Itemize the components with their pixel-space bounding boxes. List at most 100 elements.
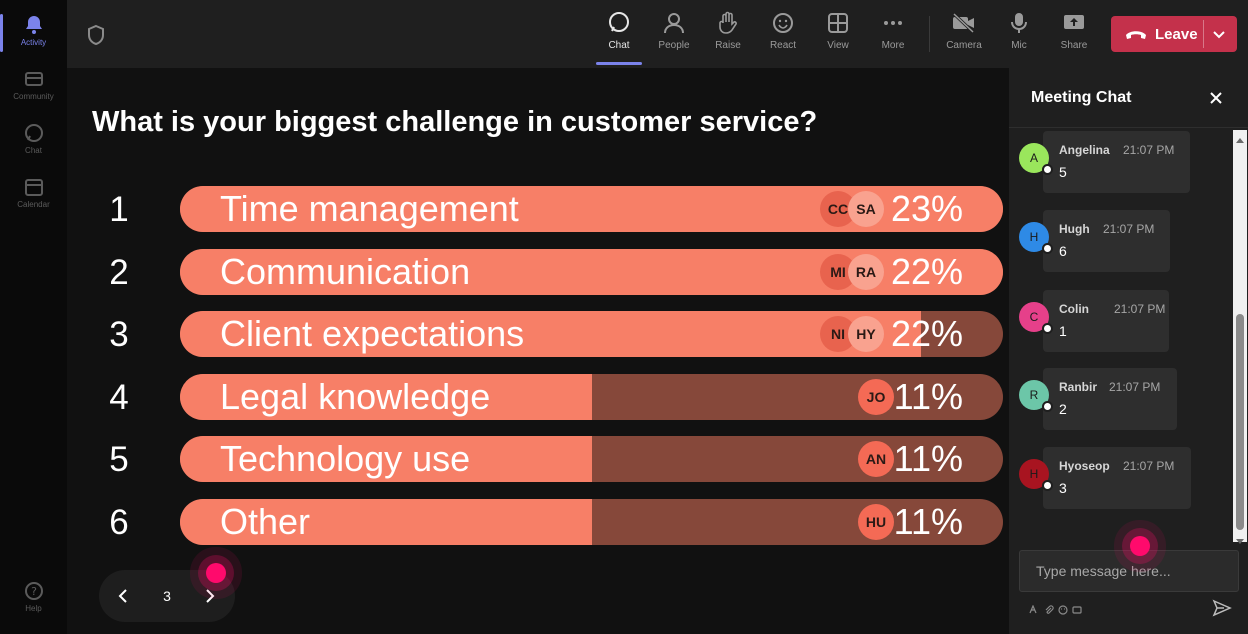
option-bar[interactable]: Technology use AN 11% — [180, 436, 1003, 482]
view-button-label: View — [827, 40, 849, 51]
leave-button-divider — [1203, 20, 1204, 48]
message-bubble[interactable]: Hyoseop 21:07 PM 3 — [1043, 447, 1191, 509]
svg-text:?: ? — [31, 585, 37, 598]
presence-status-icon — [1042, 243, 1053, 254]
leave-button[interactable]: Leave — [1111, 16, 1237, 52]
message-bubble[interactable]: Colin 21:07 PM 1 — [1043, 290, 1169, 352]
message-bubble[interactable]: Ranbir 21:07 PM 2 — [1043, 368, 1177, 430]
message-text: 6 — [1059, 243, 1067, 259]
voter-avatar: HU — [858, 504, 894, 540]
people-button-label: People — [658, 40, 690, 51]
more-button[interactable]: More — [868, 10, 918, 60]
option-number: 6 — [109, 503, 129, 542]
presence-status-icon — [1042, 323, 1053, 334]
poll-option-row: 3 Client expectations NI HY 22% — [67, 311, 1009, 357]
more-button-label: More — [881, 40, 905, 51]
rail-item-activity[interactable]: Activity — [0, 6, 67, 58]
chat-scrollbar[interactable] — [1233, 130, 1247, 544]
calendar-icon — [23, 176, 45, 198]
message-compose-box — [1019, 550, 1239, 592]
rail-item-calendar[interactable]: Calendar — [0, 168, 67, 220]
send-icon[interactable] — [1212, 598, 1232, 618]
scrollbar-thumb[interactable] — [1236, 314, 1244, 530]
react-button[interactable]: React — [758, 10, 808, 60]
option-bar[interactable]: Communication MI RA 22% — [180, 249, 1003, 295]
people-button[interactable]: People — [649, 10, 699, 60]
grid-view-icon — [825, 10, 851, 36]
format-icon[interactable] — [1029, 602, 1039, 614]
help-icon: ? — [23, 580, 45, 602]
leave-button-label: Leave — [1155, 25, 1198, 43]
option-bar[interactable]: Legal knowledge JO 11% — [180, 374, 1003, 420]
chat-button-label: Chat — [608, 40, 630, 51]
rail-label: Calendar — [17, 200, 50, 209]
rail-label: Community — [13, 92, 54, 101]
sender-name: Ranbir — [1059, 380, 1098, 394]
react-button-label: React — [769, 40, 797, 51]
option-bar[interactable]: Other HU 11% — [180, 499, 1003, 545]
poll-option-row: 1 Time management CC SA 23% — [67, 186, 1009, 232]
mic-button-label: Mic — [1011, 40, 1027, 51]
meeting-toolbar: Chat People Raise React View — [67, 0, 1248, 68]
raise-hand-label: Raise — [715, 40, 741, 51]
active-tab-indicator — [596, 62, 642, 65]
message-timestamp: 21:07 PM — [1103, 222, 1155, 236]
share-button-label: Share — [1060, 40, 1088, 51]
chat-bubble-icon — [606, 10, 632, 36]
option-number: 5 — [109, 440, 129, 479]
rail-item-community[interactable]: Community — [0, 60, 67, 112]
message-input[interactable] — [1020, 551, 1238, 591]
raise-hand-button[interactable]: Raise — [703, 10, 753, 60]
emoji-icon[interactable] — [1058, 602, 1068, 615]
option-bar-fill — [180, 436, 592, 482]
sender-name: Colin — [1059, 302, 1089, 316]
option-number: 4 — [109, 378, 129, 417]
poll-option-row: 2 Communication MI RA 22% — [67, 249, 1009, 295]
option-bar[interactable]: Time management CC SA 23% — [180, 186, 1003, 232]
option-percentage: 11% — [893, 438, 963, 479]
bell-icon — [23, 14, 45, 36]
chat-icon — [23, 122, 45, 144]
chevron-left-icon[interactable] — [115, 587, 133, 605]
message-bubble[interactable]: Angelina 21:07 PM 5 — [1043, 131, 1190, 193]
message-bubble[interactable]: Hugh 21:07 PM 6 — [1043, 210, 1170, 272]
attach-icon[interactable] — [1044, 602, 1054, 614]
sender-name: Hugh — [1059, 222, 1090, 236]
option-label: Technology use — [220, 438, 471, 479]
camera-button[interactable]: Camera — [939, 10, 989, 60]
cursor-indicator — [206, 563, 226, 583]
poll-option-row: 4 Legal knowledge JO 11% — [67, 374, 1009, 420]
voter-avatar: SA — [848, 191, 884, 227]
rail-item-chat[interactable]: Chat — [0, 114, 67, 166]
chevron-right-icon[interactable] — [200, 587, 218, 605]
message-text: 3 — [1059, 480, 1067, 496]
scroll-down-icon[interactable] — [1236, 532, 1244, 544]
gif-icon[interactable] — [1072, 602, 1082, 614]
rail-label: Chat — [25, 146, 42, 155]
option-number: 1 — [109, 190, 129, 229]
chat-button[interactable]: Chat — [594, 10, 644, 60]
view-button[interactable]: View — [813, 10, 863, 60]
voter-avatar: HY — [848, 316, 884, 352]
chat-title: Meeting Chat — [1031, 89, 1132, 106]
toolbar-divider — [929, 16, 930, 52]
chevron-down-icon[interactable] — [1211, 26, 1227, 42]
option-percentage: 11% — [893, 501, 963, 542]
mic-icon — [1006, 10, 1032, 36]
mic-button[interactable]: Mic — [994, 10, 1044, 60]
option-label: Communication — [220, 251, 471, 292]
message-timestamp: 21:07 PM — [1114, 302, 1166, 316]
sender-name: Angelina — [1059, 143, 1110, 157]
rail-item-help[interactable]: ? Help — [0, 572, 67, 624]
scroll-up-icon[interactable] — [1236, 132, 1244, 143]
shield-icon — [86, 24, 106, 46]
close-icon[interactable] — [1208, 90, 1224, 106]
option-number: 3 — [109, 315, 129, 354]
share-button[interactable]: Share — [1049, 10, 1099, 60]
message-timestamp: 21:07 PM — [1123, 459, 1175, 473]
option-bar[interactable]: Client expectations NI HY 22% — [180, 311, 1003, 357]
option-percentage: 23% — [890, 188, 963, 229]
sender-name: Hyoseop — [1059, 459, 1110, 473]
message-text: 5 — [1059, 164, 1067, 180]
chat-header: Meeting Chat — [1009, 68, 1248, 128]
